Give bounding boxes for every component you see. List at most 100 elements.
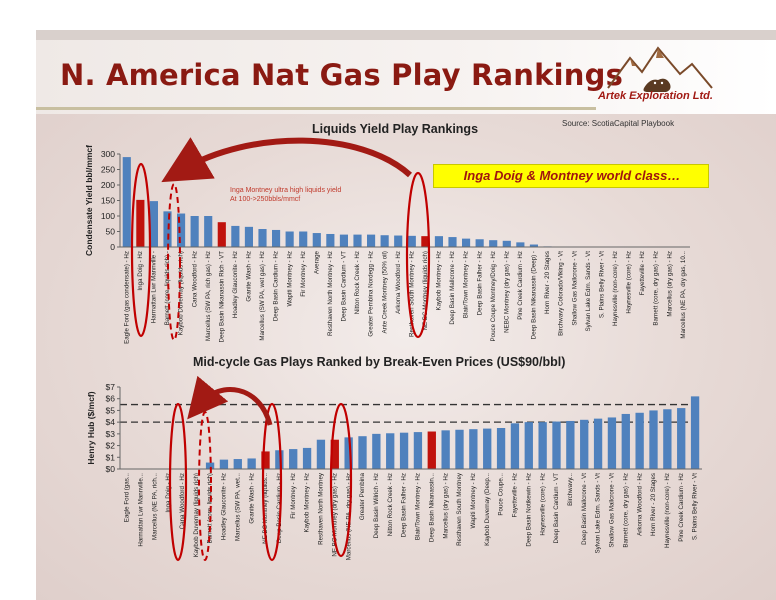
bar — [386, 433, 395, 469]
category-label: Birchwavy Colorado/Viking - Vt — [558, 251, 565, 336]
title-underline — [36, 107, 596, 110]
category-label: Marcellus (dry gas) - Hz — [666, 251, 673, 317]
bar — [339, 234, 348, 247]
bar — [516, 242, 525, 247]
bar — [233, 459, 242, 469]
category-label: S. Plains Belly River - Vt — [598, 251, 605, 318]
bar — [489, 240, 498, 247]
bar — [353, 234, 362, 247]
y-tick-label: $6 — [106, 394, 116, 404]
category-label: Nitton Rock Creek - Hz — [354, 251, 361, 314]
category-label: Blair/Town Montney - Hz — [463, 251, 470, 318]
bar — [635, 412, 644, 469]
category-label: Nitton Rock Creek - Hz — [387, 473, 394, 536]
bar — [312, 233, 321, 247]
category-label: Blair/Town Montney - Hz — [415, 473, 422, 540]
bar — [502, 240, 511, 247]
category-label: Fayetteville - Hz — [639, 251, 646, 295]
category-label: Inga Doig - Hz — [137, 251, 144, 291]
highlight-ellipse-bottom-1 — [168, 402, 188, 562]
highlight-ellipse-bottom-dashed — [198, 411, 212, 561]
category-label: NE BC Montney (liquids rich) — [422, 251, 429, 330]
category-label: Hoadley Glauconite - Hz — [232, 251, 239, 318]
bar — [483, 428, 492, 469]
bar — [316, 439, 326, 469]
category-label: Resthaven North Montney - Hz — [327, 251, 334, 336]
mountain-bear-logo-icon — [607, 46, 713, 92]
category-label: Resthaven South Montney — [456, 472, 463, 546]
y-tick-label: 250 — [101, 165, 115, 175]
annotation-line-1: Inga Montney ultra high liquids yield — [230, 187, 342, 194]
category-label: Kaybob Montney - Hz — [436, 251, 443, 311]
highlight-ellipse-dashed-1 — [167, 183, 181, 341]
top-strip — [36, 30, 776, 40]
bar — [285, 231, 294, 247]
category-label: Horn River - 20 Stages — [544, 251, 551, 314]
category-label: Marcellus (SW PA, rich gas) - Hz — [205, 251, 212, 341]
y-tick-label: $5 — [106, 405, 116, 415]
bar — [690, 396, 700, 469]
category-label: Haynesville (non-core) - Hz — [664, 473, 671, 548]
company-logo-text: Artek Exploration Ltd. — [598, 90, 713, 102]
bar — [496, 428, 506, 469]
bar — [299, 231, 308, 247]
bar — [566, 420, 575, 469]
category-label: Inga Doig - Hz — [165, 473, 172, 513]
category-label: Deep Basin Falher - Hz — [476, 251, 483, 315]
y-tick-label: $2 — [106, 441, 116, 451]
category-label: Deep Basin Mallcrone - Vt — [581, 473, 588, 545]
bar — [663, 409, 672, 469]
bar — [394, 235, 403, 247]
category-label: Barnett (core, dry gas) - Hz — [653, 251, 660, 326]
category-label: S. Plains Belly River - Vt — [692, 473, 699, 540]
y-tick-label: 300 — [101, 149, 115, 159]
y-tick-label: 0 — [110, 242, 115, 252]
bar — [326, 233, 335, 247]
category-label: Deep Basin Notikewin - Hz — [525, 473, 532, 547]
category-label: Harmattan Lwr Mannville - — [151, 251, 158, 323]
category-label: Kaybob Duvernay (liquids rich) — [193, 473, 200, 557]
bar — [524, 422, 533, 469]
bar — [247, 458, 256, 469]
bar — [529, 244, 538, 247]
category-label: Deep Basin Falher - Hz — [401, 473, 408, 537]
slide-title: N. America Nat Gas Play Rankings — [60, 58, 624, 92]
category-label: Marcellus (NE PA, dry gas, 10... — [680, 251, 687, 339]
bar — [399, 432, 409, 469]
callback-arrow-top — [161, 137, 413, 183]
category-label: Eagle Ford (gas... — [124, 473, 131, 522]
category-label: NEBC Montney (dry gas) - Hz — [503, 251, 510, 333]
category-label: Marcellus (NE PA, rich... — [151, 473, 158, 540]
bar — [421, 236, 430, 247]
category-label: Pouce Coupe Montney/Doig - Hz — [490, 251, 497, 341]
category-label: Fayetteville - Hz — [512, 473, 519, 517]
category-label: Sylvan Lake Edm. Sands - Vt — [585, 251, 592, 332]
category-label: Kaybob Duvernay (liquids rich) — [178, 251, 185, 335]
bar — [427, 431, 436, 469]
bar — [621, 413, 630, 469]
bar — [136, 199, 145, 247]
highlight-ellipse-bottom-3 — [329, 402, 353, 558]
category-label: Arkoma Woodford - Hz — [636, 473, 643, 536]
bar — [580, 419, 589, 469]
bar — [205, 462, 215, 469]
y-tick-label: 200 — [101, 180, 115, 190]
category-label: Pine Creek Cardium - Hz — [517, 251, 524, 320]
bar — [380, 235, 389, 247]
category-label: Ante Creek Montney (50% oil) — [381, 251, 388, 334]
bar — [275, 450, 284, 469]
annotation-line-2: At 100->250bbls/mmcf — [230, 196, 301, 203]
highlight-ellipse-ne-bc-montney — [405, 171, 431, 339]
bar — [372, 433, 381, 469]
highlight-ellipse-inga-doig — [130, 162, 152, 338]
category-label: Kaybob Montney - Hz — [304, 473, 311, 533]
category-label: Shallow Gas Mallcrone - Vt — [571, 251, 578, 326]
bar — [122, 157, 131, 247]
bar — [358, 436, 367, 469]
y-tick-label: 100 — [101, 211, 115, 221]
bar — [231, 225, 240, 247]
category-label: Haynesville (core) - Hz — [626, 251, 633, 314]
category-label: Deep Basin Nikanassin (Deep) - — [531, 251, 538, 339]
y-tick-label: $1 — [106, 452, 116, 462]
